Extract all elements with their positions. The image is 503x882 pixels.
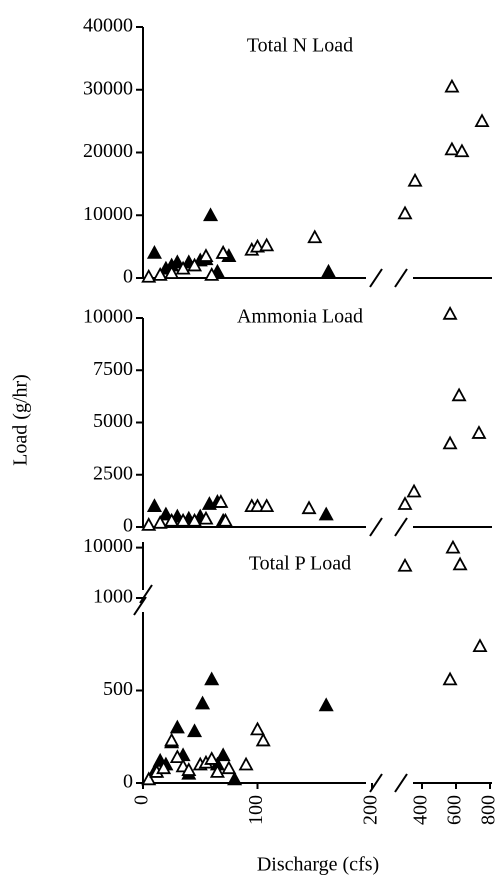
- x-tick-label: 800: [478, 795, 500, 825]
- data-point: [146, 498, 162, 512]
- panel-title: Total N Load: [247, 35, 353, 57]
- y-tick-label: 1000: [93, 586, 133, 608]
- axis-break: [369, 268, 383, 288]
- data-point: [442, 671, 458, 686]
- data-point: [169, 254, 185, 269]
- data-point: [141, 517, 157, 531]
- data-point: [397, 205, 413, 220]
- y-tick-label: 0: [123, 266, 133, 288]
- data-point: [152, 514, 168, 529]
- y-tick-label: 0: [123, 771, 133, 793]
- data-point: [249, 721, 266, 736]
- data-point: [164, 732, 180, 747]
- x-tick-label: 200: [360, 795, 382, 825]
- y-tick-label: 0: [123, 515, 133, 537]
- data-point: [259, 498, 275, 512]
- axis-break: [369, 517, 383, 537]
- data-point: [474, 113, 490, 128]
- data-point: [238, 756, 254, 771]
- data-point: [213, 494, 229, 508]
- data-point: [198, 510, 214, 525]
- y-tick-label: 7500: [93, 358, 133, 380]
- data-point: [217, 512, 233, 527]
- y-tick-label: 10000: [83, 306, 133, 328]
- data-point: [152, 266, 168, 281]
- data-point: [318, 697, 334, 712]
- data-point: [301, 500, 317, 515]
- panel-title: Ammonia Load: [237, 306, 363, 328]
- data-point: [187, 512, 203, 527]
- data-point: [221, 760, 237, 775]
- data-point: [181, 762, 197, 776]
- data-point: [227, 771, 243, 786]
- x-tick-label: 0: [131, 795, 153, 805]
- data-point: [445, 539, 461, 554]
- data-point: [454, 143, 470, 158]
- data-point: [471, 425, 487, 439]
- data-point: [175, 512, 191, 527]
- data-point: [320, 263, 337, 278]
- y-tick-label: 5000: [93, 410, 133, 432]
- data-point: [444, 141, 460, 156]
- x-axis-label: Discharge (cfs): [257, 854, 379, 876]
- y-tick-label: 2500: [93, 462, 133, 484]
- data-point: [209, 764, 225, 778]
- axis-break: [133, 596, 147, 616]
- data-point: [406, 483, 422, 498]
- y-tick-label: 30000: [83, 77, 133, 99]
- data-point: [187, 723, 203, 738]
- data-point: [204, 671, 220, 686]
- data-point: [164, 512, 180, 527]
- data-point: [259, 237, 275, 252]
- data-point: [156, 760, 172, 775]
- data-point: [169, 719, 185, 734]
- data-point: [146, 245, 162, 259]
- data-point: [141, 771, 157, 786]
- x-tick-label: 400: [410, 795, 432, 825]
- data-point: [442, 435, 458, 450]
- data-point: [187, 257, 203, 272]
- y-tick-label: 500: [103, 678, 133, 700]
- data-point: [472, 638, 488, 652]
- data-point: [169, 749, 185, 763]
- y-tick-label: 40000: [83, 15, 133, 37]
- data-point: [195, 695, 211, 710]
- data-point: [158, 506, 174, 521]
- data-point: [198, 248, 214, 262]
- axis-break: [394, 773, 408, 793]
- y-tick-label: 10000: [83, 535, 133, 557]
- data-point: [397, 557, 413, 572]
- data-point: [164, 265, 180, 279]
- data-point: [204, 751, 220, 765]
- data-point: [249, 498, 266, 512]
- data-point: [307, 229, 323, 244]
- data-point: [141, 268, 157, 283]
- data-point: [215, 747, 231, 762]
- y-axis-label: Load (g/hr): [10, 374, 32, 466]
- data-point: [203, 207, 219, 222]
- axis-break: [394, 268, 408, 288]
- data-point: [255, 732, 271, 747]
- data-point: [407, 172, 423, 187]
- data-point: [318, 506, 334, 521]
- axis-break: [394, 517, 408, 537]
- data-point: [397, 496, 413, 510]
- y-tick-label: 10000: [83, 203, 133, 225]
- data-point: [215, 245, 231, 259]
- data-point: [442, 305, 458, 320]
- axis-break: [139, 584, 153, 604]
- data-point: [204, 266, 220, 281]
- data-point: [451, 387, 467, 402]
- x-tick-label: 600: [444, 795, 466, 825]
- y-tick-label: 20000: [83, 140, 133, 162]
- panel-title: Total P Load: [249, 553, 351, 575]
- data-point: [444, 78, 460, 93]
- x-tick-label: 100: [245, 795, 267, 825]
- data-point: [175, 260, 191, 275]
- data-point: [452, 556, 468, 571]
